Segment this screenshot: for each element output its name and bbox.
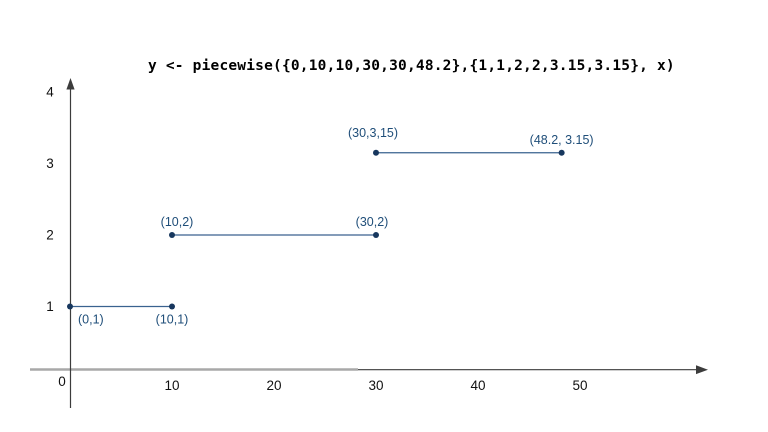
origin-tick-label: 0: [58, 374, 66, 389]
point-dot: [169, 303, 175, 310]
point-label: (30,2): [356, 215, 389, 229]
point-label: (0,1): [78, 313, 104, 327]
point-label: (10,1): [156, 313, 189, 327]
x-tick-label: 10: [164, 378, 179, 393]
x-tick-label: 40: [470, 378, 485, 393]
y-tick-label: 4: [46, 85, 54, 100]
x-axis-arrow-icon: [696, 365, 708, 375]
x-tick-label: 50: [572, 378, 587, 393]
point-label: (10,2): [161, 215, 194, 229]
point-dot: [558, 149, 565, 156]
chart-title: y <- piecewise({0,10,10,30,30,48.2},{1,1…: [148, 58, 675, 74]
point-dot: [67, 303, 73, 310]
x-tick-label: 30: [368, 378, 383, 393]
y-axis-arrow-icon: [66, 78, 75, 90]
point-label: (48.2, 3.15): [530, 133, 594, 147]
y-tick-label: 2: [46, 228, 54, 243]
x-tick-label: 20: [266, 378, 281, 393]
y-tick-label: 3: [46, 156, 54, 171]
point-dot: [373, 232, 379, 238]
y-tick-label: 1: [46, 299, 54, 314]
point-label: (30,3,15): [348, 126, 398, 140]
point-dot: [169, 232, 175, 238]
point-dot: [373, 149, 379, 156]
